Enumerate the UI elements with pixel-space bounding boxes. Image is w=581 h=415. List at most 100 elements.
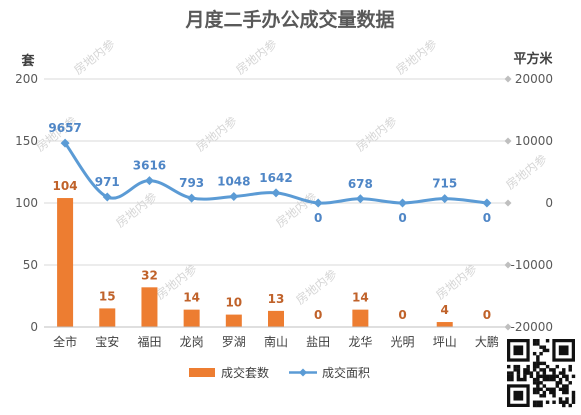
bar-data-label: 0 (483, 308, 491, 322)
qr-module (549, 390, 553, 395)
qr-module (532, 361, 537, 366)
qr-module (539, 403, 543, 408)
x-tick-label: 大鹏 (475, 335, 499, 349)
qr-module (552, 374, 556, 379)
qr-module (552, 400, 556, 404)
qr-module (526, 368, 530, 372)
line-data-label: 678 (348, 177, 373, 191)
qr-finder-core (558, 345, 569, 356)
qr-module (545, 339, 550, 343)
x-tick-label: 全市 (53, 334, 77, 349)
qr-module (539, 345, 543, 349)
qr-module (539, 374, 543, 379)
qr-module (565, 377, 569, 382)
left-tick-label: 100 (15, 196, 38, 210)
qr-finder-core (513, 390, 524, 401)
left-y-axis: 0 50 100 150 200 (15, 72, 38, 334)
qr-module (507, 364, 511, 369)
qr-module (545, 387, 550, 392)
qr-module (539, 394, 543, 398)
qr-module (571, 400, 576, 404)
watermark-text: 房地内参 (393, 36, 440, 77)
x-tick-label: 福田 (137, 334, 161, 349)
qr-module (555, 374, 560, 379)
bar (141, 287, 158, 327)
bar-data-label: 4 (441, 303, 449, 317)
qr-module (565, 387, 569, 392)
qr-module (549, 377, 553, 382)
bar-data-label: 32 (141, 268, 158, 282)
legend-bar-swatch (189, 368, 215, 377)
qr-module (545, 374, 550, 379)
qr-module (510, 371, 514, 375)
qr-module (536, 377, 540, 382)
chart-title: 月度二手办公成交量数据 (184, 8, 394, 31)
qr-module (558, 371, 563, 375)
qr-module (565, 400, 569, 404)
qr-module (532, 339, 537, 343)
qr-module (552, 368, 556, 372)
right-y-axis: -20000 -10000 0 10000 20000 (504, 72, 553, 334)
qr-module (532, 368, 537, 372)
right-tick-label: 0 (545, 196, 553, 210)
line-point (482, 198, 492, 208)
qr-module (542, 384, 547, 388)
qr-module (532, 400, 537, 404)
right-tick-mark (504, 137, 512, 145)
qr-module (558, 381, 563, 385)
qr-module (571, 394, 576, 398)
line-data-label: 3616 (133, 159, 166, 173)
watermark-text: 房地内参 (293, 266, 340, 307)
qr-module (536, 384, 540, 388)
qr-module (532, 377, 537, 382)
qr-module (542, 377, 547, 382)
qr-finder-core (513, 345, 524, 356)
qr-module (532, 351, 537, 356)
line-series: 9657 971 3616 793 1048 1642 0 678 0 715 0 (48, 121, 492, 225)
line-data-label: 1048 (217, 175, 250, 189)
qr-module (536, 358, 540, 362)
qr-module (555, 384, 560, 388)
qr-module (536, 371, 540, 375)
qr-module (507, 371, 511, 375)
qr-module (542, 374, 547, 379)
qr-module (565, 374, 569, 379)
qr-module (558, 387, 563, 392)
qr-module (536, 339, 540, 343)
bar-series: 104 15 32 14 10 13 0 14 0 4 0 (53, 179, 491, 327)
qr-module (571, 390, 576, 395)
qr-module (513, 368, 517, 372)
qr-module (565, 397, 569, 401)
x-tick-label: 南山 (264, 334, 288, 349)
qr-module (565, 390, 569, 395)
qr-module (516, 371, 521, 375)
qr-module (552, 387, 556, 392)
line-point (313, 198, 323, 208)
qr-module (562, 374, 566, 379)
line-point (355, 194, 365, 204)
line-point (187, 193, 197, 203)
qr-module (523, 377, 527, 382)
legend-line-label: 成交面积 (322, 365, 370, 380)
line-data-label: 0 (314, 211, 322, 225)
qr-module (549, 374, 553, 379)
qr-module (542, 348, 547, 353)
qr-module (558, 400, 563, 404)
qr-module (523, 371, 527, 375)
qr-module (549, 387, 553, 392)
qr-module (507, 374, 511, 379)
left-tick-label: 0 (30, 320, 38, 334)
x-tick-label: 龙岗 (180, 335, 204, 349)
x-axis: 全市 宝安 福田 龙岗 罗湖 南山 盐田 龙华 光明 坪山 大鹏 (44, 326, 508, 349)
qr-module (542, 368, 547, 372)
line-data-label: 9657 (48, 121, 81, 135)
qr-module (545, 348, 550, 353)
x-tick-label: 罗湖 (222, 334, 246, 349)
bar-data-label: 0 (314, 308, 322, 322)
line-point (60, 138, 70, 148)
bar (57, 198, 74, 327)
qr-module (536, 400, 540, 404)
bar-data-label: 13 (268, 292, 285, 306)
qr-module (545, 377, 550, 382)
qr-module (552, 390, 556, 395)
